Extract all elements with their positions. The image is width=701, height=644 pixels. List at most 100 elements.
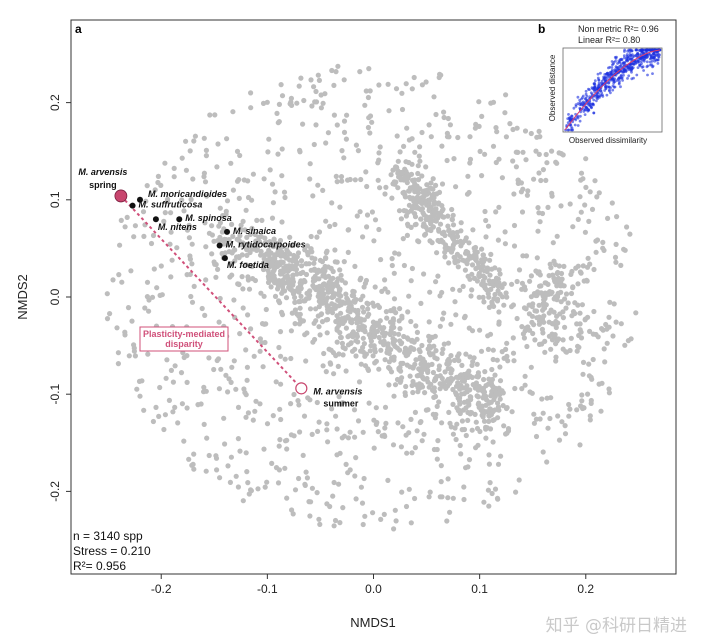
bg-point (480, 278, 486, 284)
x-tick-label: -0.1 (257, 582, 278, 596)
bg-point (375, 429, 381, 435)
bg-point (439, 181, 446, 187)
bg-point (431, 394, 437, 400)
bg-point (613, 241, 619, 247)
bg-point (468, 255, 474, 261)
bg-point (132, 223, 138, 229)
bg-point (378, 257, 384, 263)
bg-point (536, 302, 542, 308)
panel-label-b: b (538, 22, 545, 36)
bg-point (203, 147, 209, 153)
bg-point (390, 339, 396, 345)
bg-point (265, 279, 272, 286)
bg-point (320, 282, 326, 288)
inset-point (579, 114, 582, 118)
inset-point (569, 117, 572, 121)
bg-point (401, 262, 407, 269)
bg-point (314, 399, 320, 406)
bg-point (245, 312, 251, 318)
bg-point (170, 379, 176, 385)
inset-point (656, 58, 660, 62)
bg-point (307, 397, 313, 403)
bg-point (287, 251, 293, 257)
bg-point (303, 271, 310, 278)
bg-point (445, 495, 451, 501)
bg-point (587, 328, 593, 334)
inset-point (622, 73, 625, 77)
inset-point (599, 71, 602, 75)
bg-point (495, 415, 501, 421)
bg-point (393, 179, 399, 185)
bg-point (225, 389, 231, 395)
bg-point (236, 281, 242, 288)
bg-point (554, 233, 560, 239)
bg-point (295, 398, 301, 404)
bg-point (438, 479, 444, 485)
inset-point (610, 72, 613, 76)
bg-point (569, 268, 575, 275)
bg-point (576, 344, 582, 350)
bg-point (163, 375, 169, 381)
bg-point (416, 366, 422, 372)
bg-point (225, 242, 231, 248)
bg-point (504, 294, 510, 300)
bg-point (376, 150, 382, 156)
y-tick-label: -0.1 (48, 384, 62, 405)
bg-point (126, 353, 132, 359)
inset-point (612, 80, 616, 83)
inset-points (564, 48, 662, 132)
bg-point (250, 171, 256, 177)
bg-point (453, 184, 459, 190)
bg-point (382, 191, 388, 197)
bg-point (469, 427, 475, 433)
bg-point (329, 406, 335, 412)
bg-point (453, 374, 460, 380)
bg-point (587, 413, 593, 419)
bg-point (560, 315, 567, 321)
bg-point (580, 359, 587, 365)
x-axis-title: NMDS1 (350, 615, 396, 630)
background-points (104, 63, 639, 532)
bg-point (271, 265, 277, 271)
bg-point (471, 355, 477, 361)
bg-point (229, 364, 235, 370)
bg-point (376, 366, 382, 372)
bg-point (189, 241, 195, 247)
bg-point (395, 158, 401, 164)
bg-point (301, 277, 307, 284)
bg-point (325, 309, 331, 315)
bg-point (548, 291, 554, 297)
inset-nonmetric-r2: Non metric R²= 0.96 (578, 24, 659, 34)
bg-point (439, 208, 445, 214)
bg-point (467, 354, 473, 360)
bg-point (275, 151, 281, 157)
bg-point (368, 343, 374, 349)
bg-point (240, 305, 246, 311)
x-tick-label: 0.0 (365, 582, 382, 596)
stat-stress: Stress = 0.210 (73, 544, 151, 558)
bg-point (627, 231, 633, 237)
bg-point (400, 424, 406, 430)
bg-point (451, 254, 457, 260)
bg-point (601, 346, 607, 352)
bg-point (370, 510, 376, 516)
bg-point (374, 419, 380, 426)
bg-point (580, 263, 586, 269)
bg-point (343, 325, 349, 331)
bg-point (537, 416, 543, 422)
bg-point (325, 316, 331, 323)
bg-point (298, 258, 305, 264)
bg-point (618, 321, 624, 327)
bg-point (523, 253, 530, 259)
bg-point (591, 266, 597, 273)
bg-point (256, 238, 262, 245)
bg-point (531, 411, 537, 417)
bg-point (301, 97, 307, 104)
bg-point (425, 227, 431, 233)
bg-point (513, 489, 519, 495)
bg-point (426, 122, 432, 128)
bg-point (450, 212, 456, 218)
bg-point (319, 300, 326, 306)
bg-point (494, 357, 500, 363)
bg-point (460, 283, 466, 289)
